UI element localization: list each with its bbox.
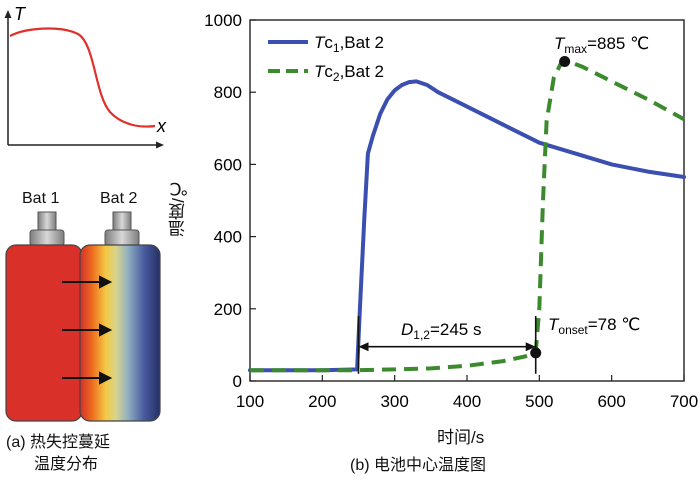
series-line-1 xyxy=(248,79,686,373)
x-tick-label: 100 xyxy=(236,392,264,411)
tonset-label: Tonset=78 ℃ xyxy=(548,315,640,337)
series-line-2 xyxy=(250,59,685,373)
temperature-profile-sketch: T x xyxy=(4,4,167,149)
sketch-y-axis-label: T xyxy=(14,4,27,24)
d12-arrow-left xyxy=(358,342,369,352)
panel-b-caption: (b) 电池中心温度图 xyxy=(350,457,487,474)
sketch-temperature-curve xyxy=(9,27,156,128)
x-tick-label: 600 xyxy=(597,392,625,411)
y-tick-label: 200 xyxy=(214,300,242,319)
sketch-y-arrow xyxy=(4,10,12,18)
chart-series xyxy=(248,59,686,373)
y-tick-label: 800 xyxy=(214,83,242,102)
battery-diagram xyxy=(5,211,161,422)
bat1-label: Bat 1 xyxy=(22,190,60,207)
panel-a-caption: (a) 热失控蔓延 温度分布 xyxy=(6,432,196,476)
chart-axes: 100 200 300 400 500 600 700 0 200 400 600 800 1000 xyxy=(204,11,698,411)
d12-label: D1,2=245 s xyxy=(401,320,481,342)
legend-label-1: Tc1,Bat 2 xyxy=(314,33,384,55)
tmax-label: Tmax=885 ℃ xyxy=(554,34,649,56)
chart-legend: Tc1,Bat 2 Tc2,Bat 2 xyxy=(268,33,384,84)
y-tick-label: 1000 xyxy=(204,11,242,30)
x-tick-label: 700 xyxy=(670,392,698,411)
y-tick-label: 400 xyxy=(214,228,242,247)
chart-annotations: D1,2=245 s Tonset=78 ℃ Tmax=885 ℃ xyxy=(357,34,649,374)
y-axis-label: 温度/℃ xyxy=(169,178,188,237)
panel-a-caption-line1: (a) 热失控蔓延 xyxy=(6,434,111,451)
d12-arrow-right xyxy=(525,342,536,352)
y-tick-label: 600 xyxy=(214,155,242,174)
legend-label-2: Tc2,Bat 2 xyxy=(314,62,384,84)
sketch-x-arrow xyxy=(156,141,164,149)
heat-arrows xyxy=(62,275,113,385)
x-tick-label: 400 xyxy=(453,392,481,411)
tonset-point xyxy=(530,347,542,359)
x-tick-label: 500 xyxy=(525,392,553,411)
panel-a-caption-line2: 温度分布 xyxy=(34,456,99,473)
bat2-label: Bat 2 xyxy=(100,190,138,207)
y-tick-label: 0 xyxy=(233,372,242,391)
x-tick-label: 300 xyxy=(380,392,408,411)
x-tick-label: 200 xyxy=(308,392,336,411)
tmax-point xyxy=(559,56,571,68)
sketch-x-axis-label: x xyxy=(156,116,167,136)
x-axis-label: 时间/s xyxy=(437,428,485,447)
